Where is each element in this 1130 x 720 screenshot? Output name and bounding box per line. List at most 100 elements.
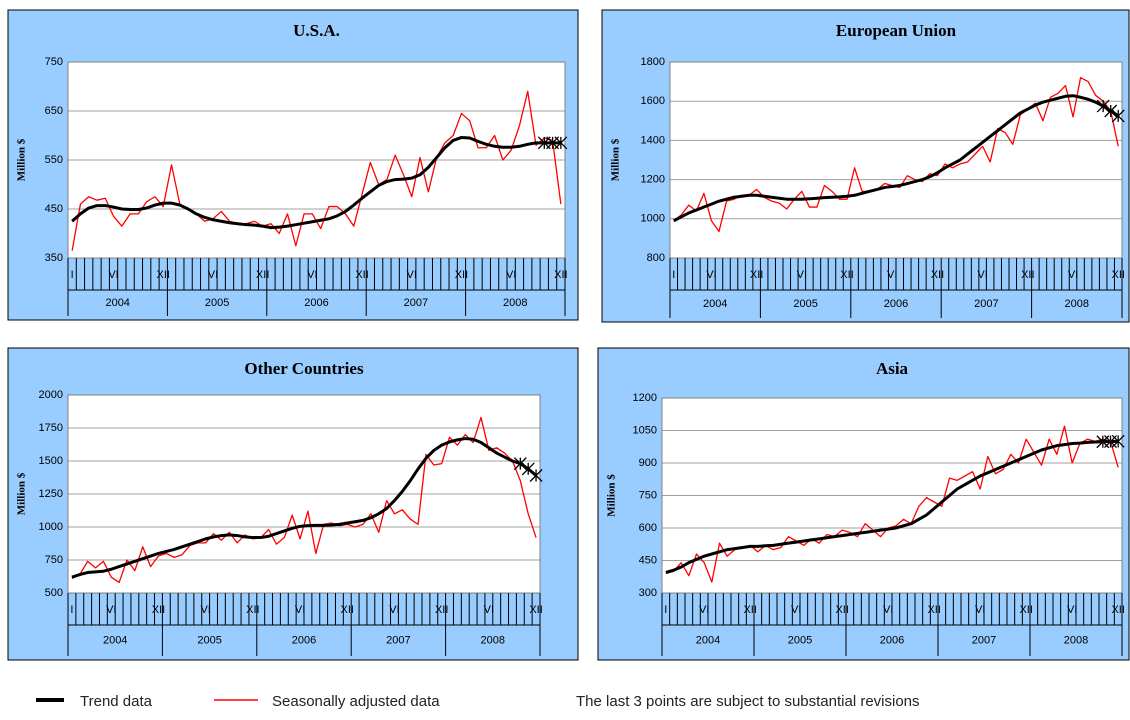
x-tick-label: VI (975, 604, 985, 616)
x-tick-label: XII (1111, 604, 1124, 616)
revision-marker (529, 469, 543, 482)
y-tick-label: 2000 (39, 389, 63, 401)
y-tick-label: 1800 (641, 56, 665, 68)
x-tick-label: VI (887, 269, 897, 281)
x-tick-label: VI (791, 604, 801, 616)
x-tick-label: XII (256, 269, 269, 281)
y-tick-label: 1000 (39, 521, 63, 533)
y-tick-label: 1200 (641, 174, 665, 186)
group-label: 2006 (880, 634, 904, 646)
x-tick-label: VI (883, 604, 893, 616)
chart-title: Other Countries (244, 359, 364, 378)
x-tick-label: VI (407, 269, 417, 281)
x-tick-label: XII (152, 604, 165, 616)
legend-note: The last 3 points are subject to substan… (576, 693, 920, 710)
group-label: 2004 (703, 298, 727, 310)
x-tick-label: I (70, 604, 73, 616)
y-tick-label: 450 (639, 554, 657, 566)
revision-marker (521, 462, 535, 476)
group-label: 2005 (793, 298, 817, 310)
group-label: 2004 (103, 634, 127, 646)
x-tick-label: XII (455, 269, 468, 281)
marker-shape (521, 462, 535, 476)
y-tick-label: 500 (45, 587, 63, 599)
trend-line (71, 437, 538, 579)
trend-line (665, 439, 1119, 574)
chart-title: U.S.A. (293, 21, 340, 40)
x-tick-label: XII (1112, 269, 1125, 281)
group-label: 2008 (1065, 298, 1089, 310)
y-tick-label: 1200 (633, 392, 657, 404)
x-tick-label: XII (554, 269, 567, 281)
x-tick-label: I (664, 604, 667, 616)
y-tick-label: 900 (639, 457, 657, 469)
x-tick-label: XII (835, 604, 848, 616)
x-tick-label: VI (295, 604, 305, 616)
y-tick-label: 800 (647, 252, 665, 264)
group-label: 2008 (481, 634, 505, 646)
x-tick-label: XII (743, 604, 756, 616)
group-label: 2008 (1064, 634, 1088, 646)
x-tick-label: I (672, 269, 675, 281)
chart-panel: 350 450 550 650 750 I VI XII VI XII VI XII VI XII VI XI… (7, 9, 579, 321)
x-tick-label: VI (106, 604, 116, 616)
legend: Trend data Seasonally adjusted data The … (80, 693, 920, 710)
y-tick-label: 1400 (641, 134, 665, 146)
y-tick-label: 450 (45, 203, 63, 215)
marker-shape (513, 457, 527, 471)
y-tick-label: 1050 (633, 424, 657, 436)
marker-shape (1104, 104, 1118, 118)
revision-marker (1111, 109, 1125, 123)
x-tick-label: VI (977, 269, 987, 281)
x-tick-label: XII (246, 604, 259, 616)
x-tick-label: XII (927, 604, 940, 616)
x-tick-label: XII (341, 604, 354, 616)
x-tick-label: VI (389, 604, 399, 616)
x-tick-label: VI (108, 269, 118, 281)
chart-title: Asia (876, 359, 909, 378)
chart-panel: 800 1000 1200 1400 1600 1800 I VI XII VI XII VI XII V… (601, 9, 1130, 323)
x-tick-label: VI (506, 269, 516, 281)
x-tick-label: VI (484, 604, 494, 616)
group-label: 2006 (304, 297, 328, 309)
trend-line (673, 94, 1120, 223)
group-label: 2007 (974, 298, 998, 310)
revision-marker (1104, 104, 1118, 118)
x-tick-label: XII (529, 604, 542, 616)
x-tick-label: VI (797, 269, 807, 281)
group-label: 2007 (386, 634, 410, 646)
group-label: 2007 (404, 297, 428, 309)
group-label: 2005 (197, 634, 221, 646)
plot-background (670, 62, 1122, 258)
x-tick-label: XII (435, 604, 448, 616)
x-tick-label: XII (750, 269, 763, 281)
revision-marker (1096, 99, 1110, 113)
chart-title: European Union (836, 21, 957, 40)
marker-shape (1111, 434, 1125, 448)
group-label: 2006 (884, 298, 908, 310)
y-tick-label: 600 (639, 522, 657, 534)
y-axis-title: Million $ (610, 138, 622, 181)
x-tick-label: VI (307, 269, 317, 281)
y-tick-label: 650 (45, 105, 63, 117)
x-tick-label: VI (208, 269, 218, 281)
x-tick-label: VI (200, 604, 210, 616)
y-axis-title: Million $ (606, 474, 618, 517)
x-tick-label: XII (931, 269, 944, 281)
y-tick-label: 1000 (641, 213, 665, 225)
group-label: 2005 (205, 297, 229, 309)
y-tick-label: 1600 (641, 95, 665, 107)
x-tick-label: XII (840, 269, 853, 281)
y-tick-label: 350 (45, 252, 63, 264)
marker-shape (529, 469, 543, 482)
y-tick-label: 750 (45, 56, 63, 68)
group-label: 2005 (788, 634, 812, 646)
y-tick-label: 1750 (39, 422, 63, 434)
legend-label: Trend data (80, 693, 153, 710)
marker-shape (554, 136, 568, 150)
x-tick-label: VI (1067, 604, 1077, 616)
x-tick-label: XII (157, 269, 170, 281)
y-tick-label: 550 (45, 154, 63, 166)
x-tick-label: XII (1021, 269, 1034, 281)
x-tick-label: VI (699, 604, 709, 616)
